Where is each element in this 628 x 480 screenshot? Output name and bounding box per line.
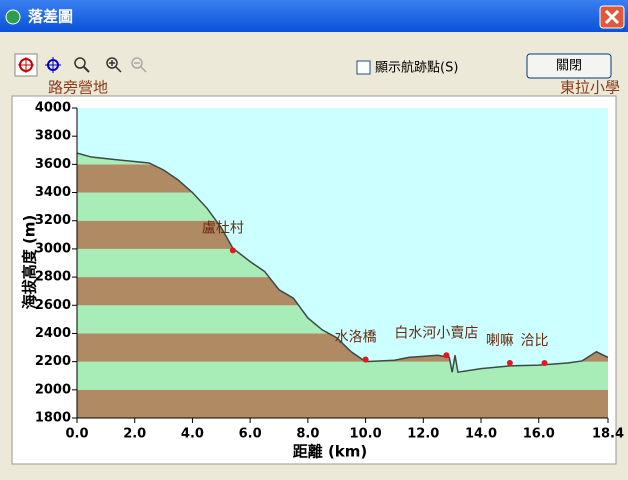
x-tick-label: 18.4 — [592, 427, 624, 442]
checkbox[interactable] — [356, 60, 371, 75]
y-tick-label: 2000 — [35, 382, 71, 397]
y-tick-label: 1800 — [35, 411, 71, 426]
y-tick-label: 2200 — [35, 354, 71, 369]
x-tick-label: 16.0 — [523, 427, 555, 442]
end-label: 東拉小學 — [560, 79, 620, 97]
title-bar — [0, 0, 628, 32]
waypoint — [362, 356, 369, 363]
close-dialog-button[interactable] — [526, 53, 612, 79]
x-tick-label: 12.0 — [407, 427, 439, 442]
y-tick-label: 3000 — [35, 241, 71, 256]
x-tick-label: 14.0 — [465, 427, 497, 442]
toolbar — [14, 53, 147, 77]
waypoint-label: 白水河小賣店 — [394, 325, 478, 341]
waypoint-label: 盧杜村 — [202, 220, 244, 236]
waypoint — [506, 360, 513, 367]
profile-line — [76, 152, 609, 374]
x-tick-label: 6.0 — [239, 427, 262, 442]
x-tick-label: 0.0 — [65, 427, 88, 442]
tool-zoom-in[interactable] — [106, 57, 122, 73]
waypoint-label: 洽比 — [521, 333, 549, 349]
y-tick-label: 4000 — [35, 101, 71, 116]
tool-zoom-out[interactable] — [131, 57, 147, 73]
tool-zoom-box[interactable] — [74, 57, 90, 73]
y-tick-label: 2400 — [35, 326, 71, 341]
button-label[interactable]: 關閉 — [556, 59, 582, 74]
y-axis-label: 海拔高度 (m) — [21, 215, 39, 310]
waypoint-label: 水洛橋 — [335, 330, 377, 346]
checkbox-label[interactable]: 顯示航跡點(S) — [375, 60, 458, 76]
start-label: 路旁營地 — [48, 79, 108, 97]
tool-crosshair[interactable] — [14, 53, 38, 77]
y-tick-label: 3800 — [35, 129, 71, 144]
waypoint — [229, 247, 236, 254]
x-tick-label: 2.0 — [123, 427, 146, 442]
x-axis-label: 距離 (km) — [293, 443, 368, 461]
y-tick-label: 3600 — [35, 157, 71, 172]
y-tick-label: 3200 — [35, 213, 71, 228]
x-tick-label: 10.0 — [350, 427, 382, 442]
y-tick-label: 2600 — [35, 298, 71, 313]
waypoint — [443, 352, 450, 359]
elevation-band — [77, 389, 608, 418]
x-tick-label: 8.0 — [296, 427, 319, 442]
x-tick-label: 4.0 — [181, 427, 204, 442]
tool-move[interactable] — [45, 57, 61, 73]
waypoint-label: 喇嘛 — [486, 333, 514, 349]
window-title: 落差圖 — [28, 8, 73, 26]
y-tick-label: 3400 — [35, 185, 71, 200]
y-tick-label: 2800 — [35, 270, 71, 285]
waypoint — [541, 360, 548, 367]
close-button[interactable] — [599, 5, 625, 29]
app-icon — [5, 9, 21, 25]
